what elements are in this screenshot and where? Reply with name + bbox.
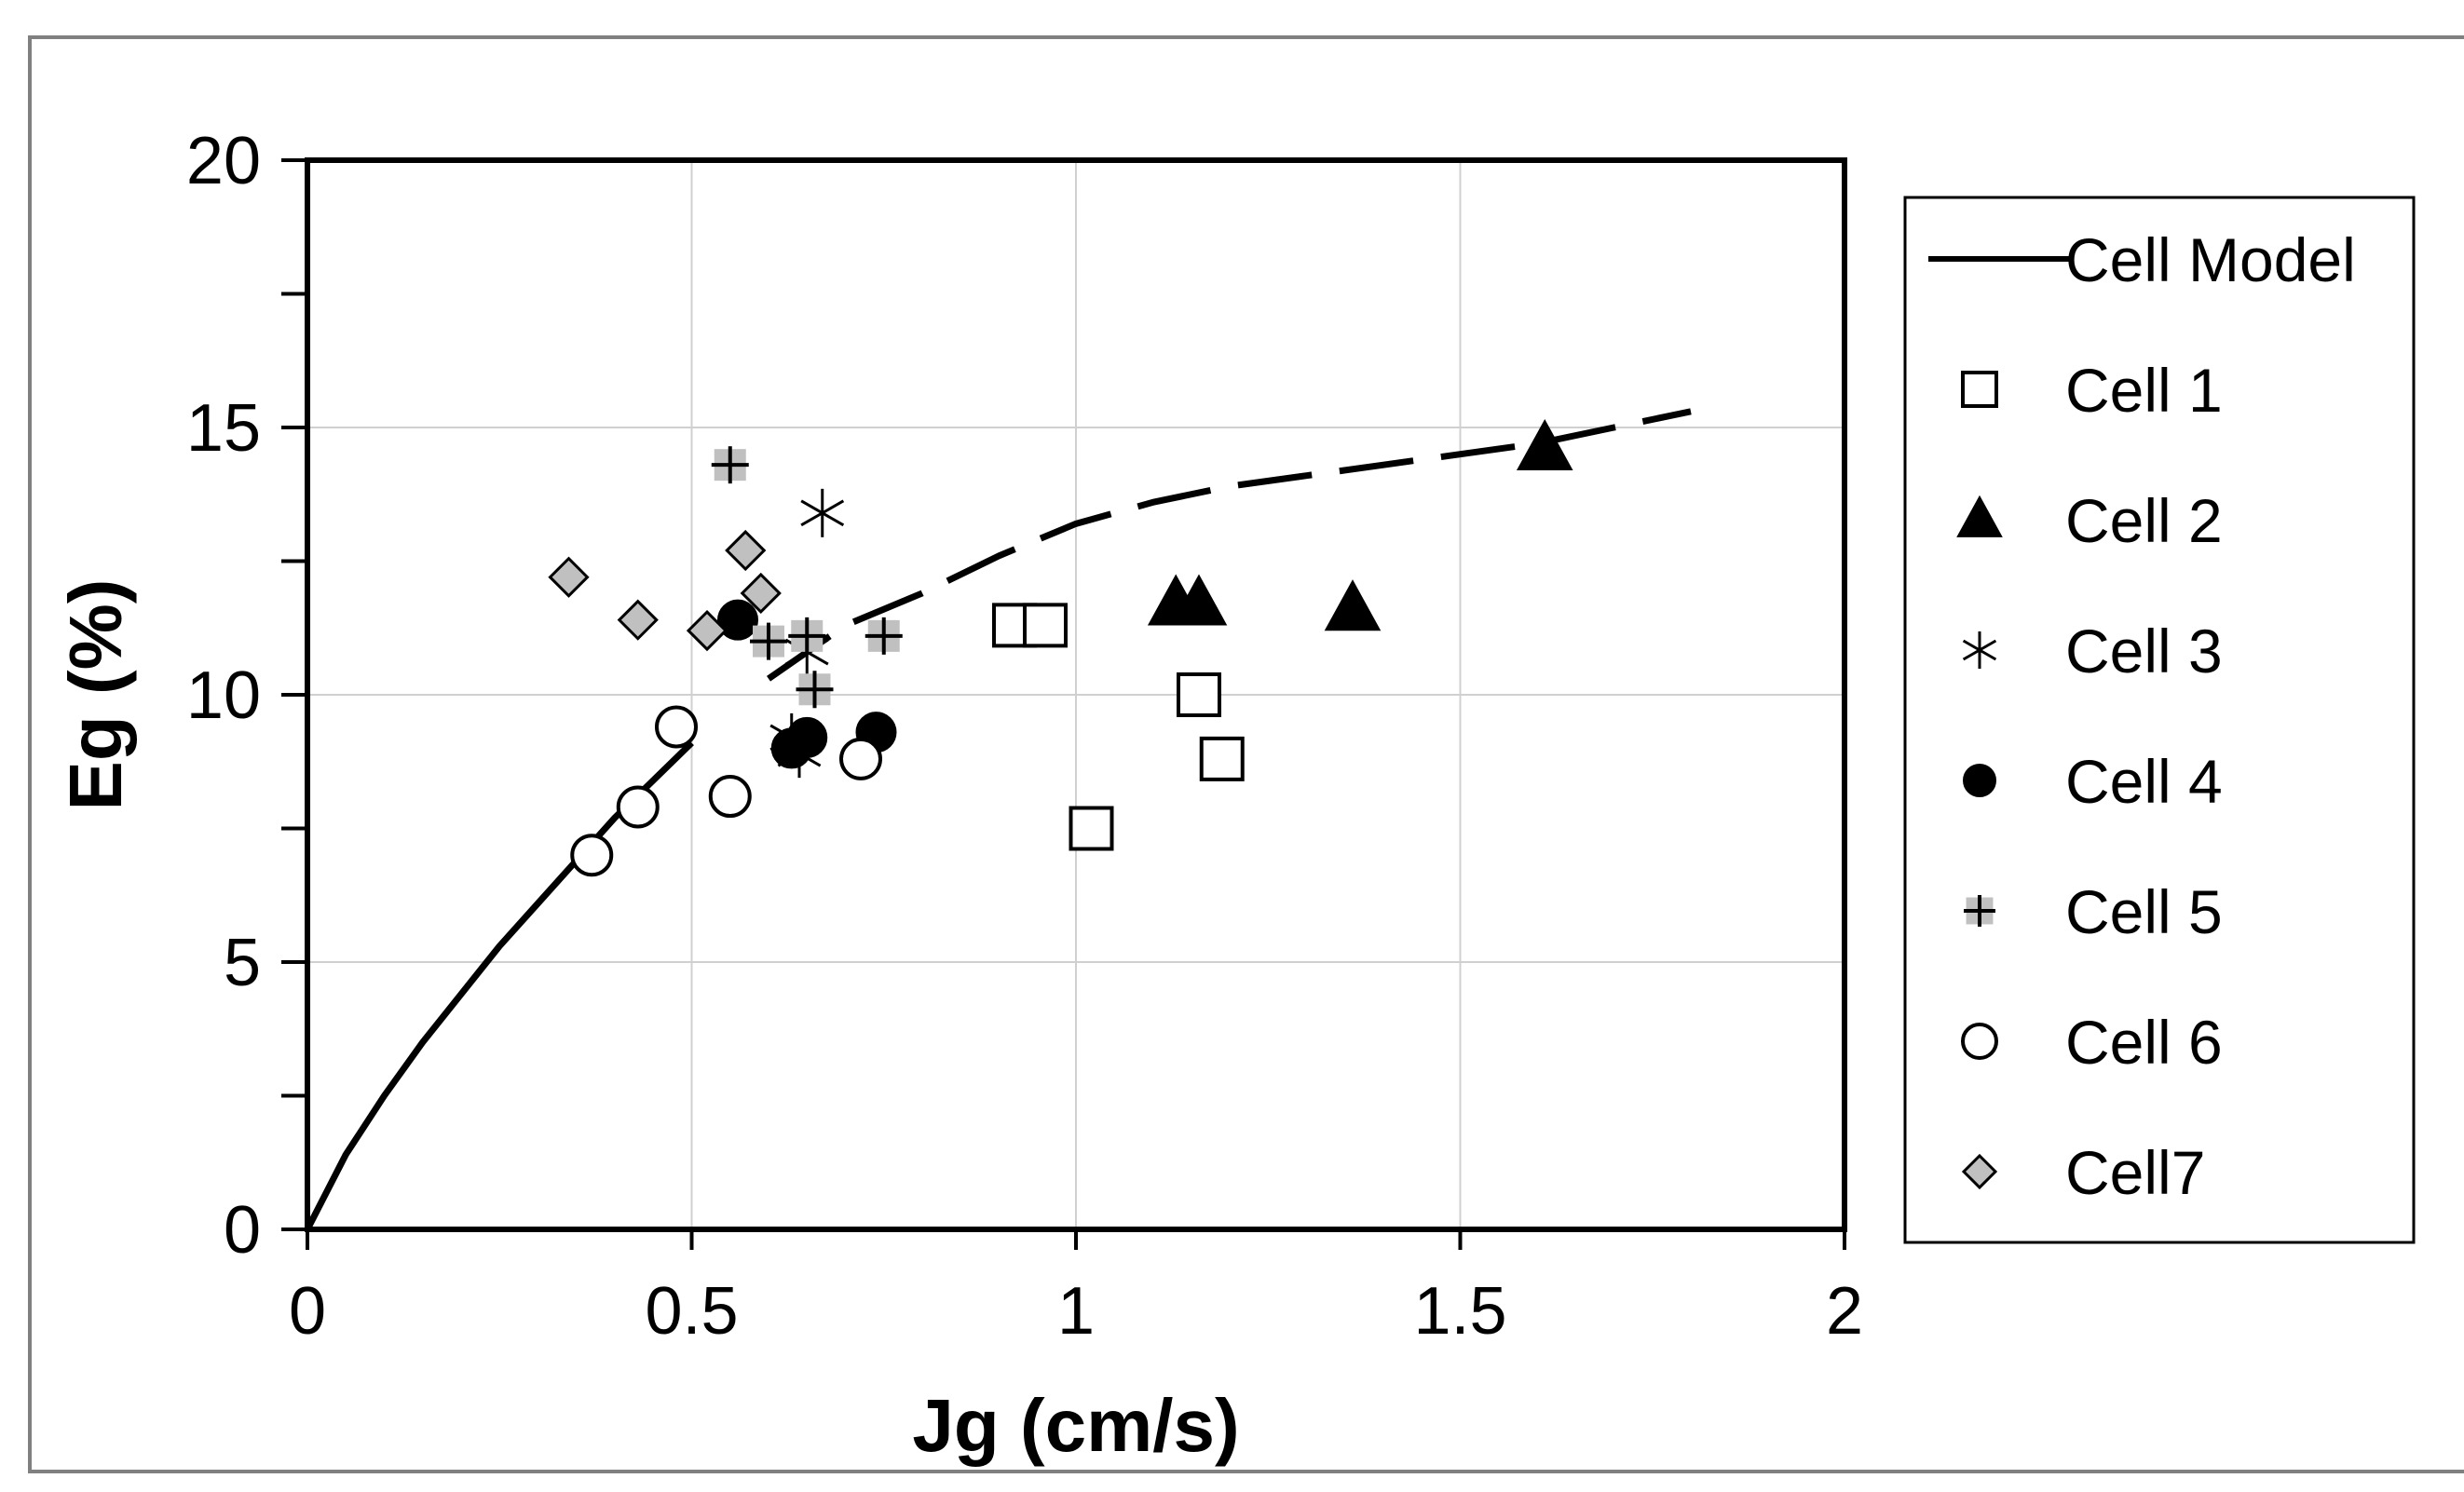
- data-point: [617, 599, 659, 641]
- circle-marker-shape: [655, 705, 698, 749]
- x-tick-label: 1.5: [1413, 1274, 1506, 1349]
- x-tick-label: 0.5: [645, 1274, 738, 1349]
- data-point: [796, 671, 834, 709]
- legend-marker: [1961, 1153, 1998, 1190]
- series-cell-2: [1147, 418, 1573, 631]
- data-point: [616, 785, 660, 829]
- data-point: [1177, 672, 1221, 717]
- asterisk-stroke: [1962, 639, 1997, 661]
- legend-label: Cell 1: [2065, 356, 2223, 425]
- diamond-marker-shape: [740, 572, 782, 615]
- legend-marker: [1961, 1023, 1998, 1060]
- legend-marker: [1963, 764, 1996, 797]
- data-point: [725, 529, 767, 572]
- asterisk-stroke: [800, 499, 845, 527]
- square-marker-shape: [1961, 371, 1998, 408]
- data-point: [548, 556, 590, 598]
- data-point: [1199, 736, 1245, 781]
- legend-box: [1903, 196, 2416, 1244]
- data-point: [788, 617, 826, 655]
- legend-label: Cell 5: [2065, 877, 2223, 946]
- x-tick-label: 2: [1826, 1274, 1863, 1349]
- series-cell-4: [717, 599, 897, 769]
- circle-marker-shape: [839, 737, 882, 780]
- triangle-marker-shape: [1956, 495, 2003, 537]
- legend-label: Cell 6: [2065, 1008, 2223, 1077]
- circle-marker-shape: [1961, 1023, 1998, 1060]
- y-tick-label: 20: [186, 124, 261, 198]
- circle-marker-shape: [786, 716, 828, 758]
- square-marker-shape: [1069, 806, 1114, 851]
- legend-marker: [1961, 371, 1998, 408]
- data-point: [708, 775, 752, 819]
- series-cell7: [548, 529, 782, 652]
- data-point: [1170, 574, 1228, 626]
- data-point: [750, 622, 787, 660]
- triangle-marker-shape: [1516, 418, 1573, 471]
- data-point: [655, 705, 698, 749]
- diamond-marker-shape: [548, 556, 590, 598]
- data-points: [548, 418, 1573, 877]
- square-marker-shape: [1177, 672, 1221, 717]
- x-axis-title: Jg (cm/s): [912, 1384, 1239, 1467]
- data-point: [711, 446, 749, 484]
- diamond-marker-shape: [617, 599, 659, 641]
- data-point: [717, 599, 758, 641]
- legend-marker: [1962, 631, 1997, 669]
- series-cell-6: [570, 705, 882, 877]
- legend-label: Cell 2: [2065, 486, 2223, 555]
- y-tick-label: 0: [224, 1193, 261, 1268]
- data-point: [1516, 418, 1573, 471]
- diamond-marker-shape: [1961, 1153, 1998, 1190]
- legend-marker: [1956, 495, 2003, 537]
- diamond-marker-shape: [725, 529, 767, 572]
- y-axis-title: Eg (%): [54, 579, 137, 811]
- series-cell-5: [711, 446, 903, 709]
- legend-label: Cell 4: [2065, 747, 2223, 816]
- data-point: [686, 609, 728, 652]
- circle-marker-shape: [570, 834, 614, 877]
- legend-label: Cell 3: [2065, 617, 2223, 685]
- square-marker-shape: [1199, 736, 1245, 781]
- y-tick-label: 5: [224, 926, 261, 1000]
- data-point: [1023, 603, 1068, 648]
- square-marker-shape: [1023, 603, 1068, 648]
- triangle-marker-shape: [1324, 579, 1382, 631]
- data-point: [800, 488, 845, 537]
- x-tick-label: 0: [289, 1274, 326, 1349]
- y-tick-label: 10: [186, 658, 261, 733]
- data-point: [740, 572, 782, 615]
- data-point: [570, 834, 614, 877]
- triangle-marker-shape: [1170, 574, 1228, 626]
- data-point: [1069, 806, 1114, 851]
- x-tick-label: 1: [1057, 1274, 1095, 1349]
- data-point: [1324, 579, 1382, 631]
- legend-marker: [1964, 895, 1995, 927]
- circle-marker-shape: [616, 785, 660, 829]
- circle-marker-shape: [1963, 764, 1996, 797]
- diamond-marker-shape: [686, 609, 728, 652]
- legend-label: Cell Model: [2065, 225, 2356, 294]
- circle-marker-shape: [717, 599, 758, 641]
- legend-label: Cell7: [2065, 1138, 2205, 1207]
- legend: Cell Model Cell 1 Cell 2 Cell 3 Cell 4 Cell 5…: [1903, 196, 2416, 1244]
- data-point: [786, 716, 828, 758]
- y-tick-label: 15: [186, 391, 261, 466]
- series-cell-1: [992, 603, 1245, 851]
- cell-model-dashed-line: [767, 408, 1692, 682]
- circle-marker-shape: [708, 775, 752, 819]
- data-point: [864, 617, 903, 655]
- data-point: [839, 737, 882, 780]
